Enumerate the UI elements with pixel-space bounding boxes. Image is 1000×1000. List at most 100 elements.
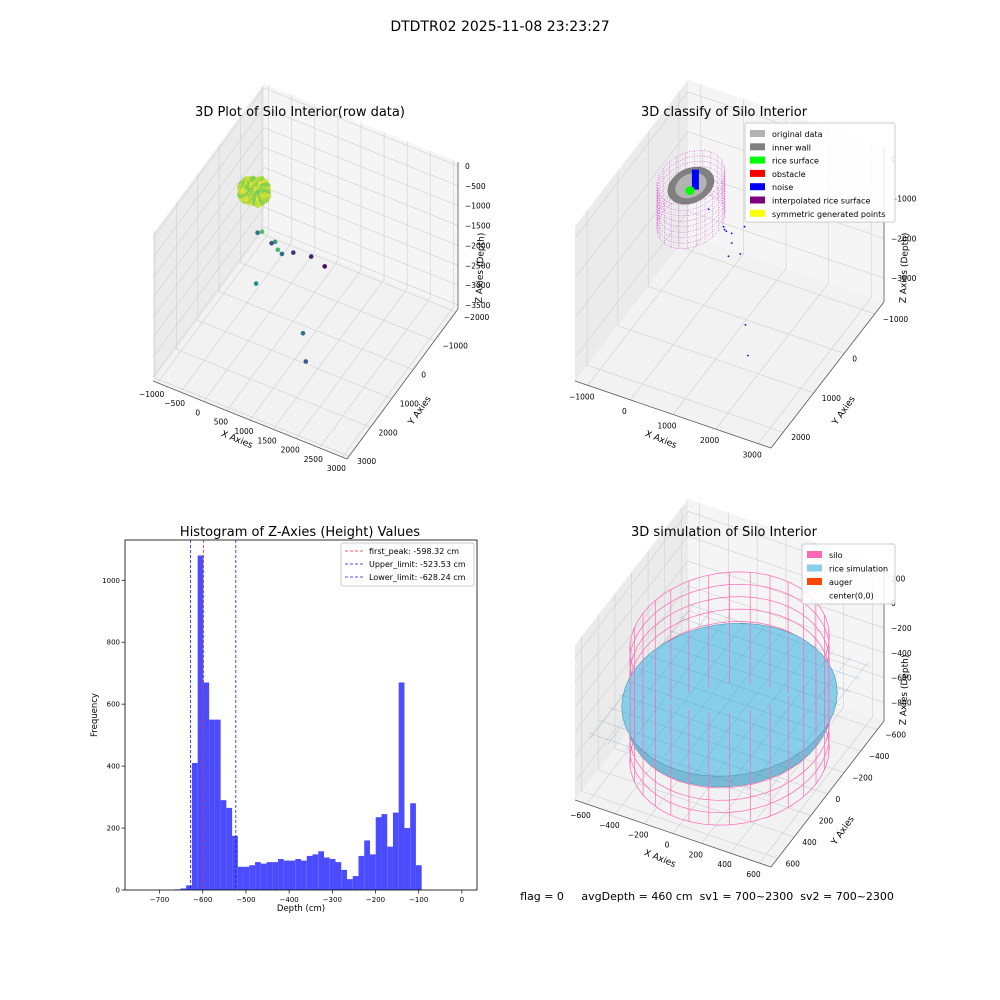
x-tick-label: −300	[323, 896, 342, 904]
raw-zlabel: Z Axies (Depth)	[475, 233, 487, 304]
data-point	[300, 331, 306, 336]
histogram-bar	[392, 812, 399, 890]
y-tick-label: −600	[885, 731, 906, 740]
x-tick-label: 1000	[234, 427, 253, 436]
histogram-bar	[341, 869, 347, 890]
y-tick-label: −1000	[883, 315, 909, 324]
legend-swatch	[750, 209, 765, 217]
y-tick-label: 800	[107, 639, 120, 647]
surface-mesh-line	[638, 668, 821, 731]
z-tick-label: 0	[465, 162, 470, 171]
sim-xlabel: X Axies	[642, 848, 677, 870]
sim-ylabel: Y Axies	[829, 814, 857, 847]
hist-lines	[190, 540, 237, 890]
raw-cluster	[237, 175, 271, 208]
silo-ring	[656, 166, 726, 222]
histogram-bar	[347, 879, 353, 890]
data-point	[253, 281, 259, 286]
classify-points	[707, 208, 749, 357]
z-gridline	[152, 127, 459, 278]
y-axis-line	[346, 308, 459, 460]
legend-label: rice simulation	[829, 565, 888, 574]
x-tick-label: −500	[236, 896, 255, 904]
sim-legend: silo rice simulation auger center(0,0)	[801, 543, 896, 605]
data-point	[308, 254, 314, 259]
data-point	[272, 239, 278, 245]
histogram-bar	[243, 866, 250, 890]
histogram-bar	[191, 763, 198, 890]
y-tick-label: 3000	[357, 457, 376, 466]
y-tick-label: 2000	[379, 428, 398, 437]
x-gridline	[319, 150, 431, 449]
y-gridline	[581, 636, 778, 859]
histogram-bar	[369, 854, 376, 890]
data-point	[269, 240, 274, 246]
histogram-bar	[203, 682, 210, 890]
data-point	[255, 189, 261, 195]
x-tick-label: −500	[164, 399, 185, 408]
legend-swatch	[750, 169, 765, 177]
histogram-bar	[398, 682, 405, 890]
panel-sim: −600 −400 −200 0 200 400 600 −600 −400 −200 0 200 40…	[570, 499, 912, 879]
y-tick-label: −200	[852, 774, 873, 783]
noise-point	[707, 208, 710, 211]
raw-title: 3D Plot of Silo Interior(row data)	[195, 105, 405, 120]
classify-xlabel: X Axies	[643, 429, 678, 451]
histogram-bar	[301, 860, 307, 890]
x-gridline	[157, 85, 269, 384]
hist-axes-frame	[124, 539, 478, 891]
classify-title: 3D classify of Silo Interior	[641, 105, 808, 120]
histogram-bar	[283, 860, 290, 890]
legend-label: rice surface	[772, 157, 819, 166]
legend-swatch	[807, 578, 822, 585]
hist-title: Histogram of Z-Axies (Height) Values	[180, 525, 420, 540]
z-gridline	[152, 166, 459, 318]
data-point	[291, 250, 296, 255]
x-tick-label: −600	[193, 896, 212, 904]
histogram-bar	[260, 863, 267, 890]
x-tick-label: −400	[599, 821, 620, 830]
x-tick-label: 2500	[304, 455, 323, 464]
hist-ylabel: Frequency	[90, 693, 100, 737]
x-gridline	[249, 123, 362, 421]
histogram-bar	[249, 865, 256, 890]
histogram-bar	[375, 817, 382, 890]
y-tick-label: 400	[107, 763, 120, 771]
histogram-bar	[324, 857, 330, 890]
histogram-bar	[364, 840, 370, 890]
noise-point	[730, 232, 733, 235]
histogram-bar	[410, 803, 416, 890]
histogram-bar	[278, 859, 284, 890]
histogram-bar	[232, 835, 238, 890]
y-tick-label: 0	[852, 354, 857, 363]
legend-label: symmetric generated points	[772, 210, 885, 219]
histogram-bar	[180, 888, 187, 890]
legend-swatch	[750, 143, 765, 151]
legend-swatch	[750, 183, 765, 191]
histogram-bar	[387, 846, 393, 890]
hist-ticks: −700 −600 −500 −400 −300 −200 −100 0 0 200 400 600 8…	[102, 577, 464, 904]
legend-label: center(0,0)	[829, 592, 874, 601]
data-point	[275, 247, 281, 253]
legend-frame	[340, 542, 475, 587]
histogram-bar	[306, 855, 313, 890]
legend-swatch	[807, 551, 822, 558]
x-tick-label: 400	[717, 860, 732, 869]
noise-point	[744, 324, 747, 326]
legend-label: noise	[772, 183, 793, 192]
classify-legend: original data inner wall rice surface obsta…	[744, 122, 896, 223]
x-gridline	[342, 160, 454, 458]
histogram-bar	[335, 862, 342, 890]
histogram-bar	[415, 865, 422, 890]
x-tick-label: −700	[150, 896, 169, 904]
x-gridline	[272, 132, 385, 430]
z-tick-label: −2000	[891, 234, 917, 243]
histogram-bar	[186, 885, 192, 890]
y-tick-label: 600	[786, 859, 801, 868]
x-tick-label: −200	[366, 896, 385, 904]
x-gridline	[180, 95, 293, 393]
noise-column	[691, 169, 699, 190]
x-gridline	[226, 113, 339, 411]
x-tick-label: 1000	[657, 422, 676, 431]
